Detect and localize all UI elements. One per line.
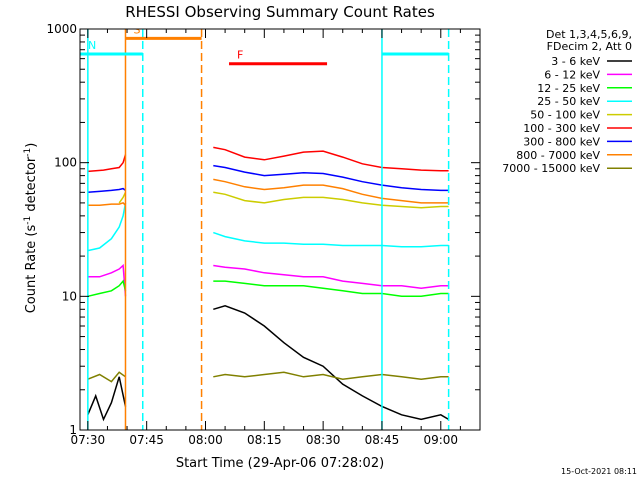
y-tick-label: 10 <box>62 289 77 303</box>
plot-area: S N F <box>80 23 450 430</box>
marker-bar-label-1: N <box>88 39 96 52</box>
series-line-7-1 <box>213 178 449 204</box>
x-tick-label: 09:00 <box>423 433 458 447</box>
ylabel-sup1: -1 <box>23 216 33 225</box>
x-tick-label: 07:45 <box>129 433 164 447</box>
series-line-1-0 <box>87 263 127 297</box>
ylabel-sup2: -1 <box>23 148 33 157</box>
y-tick-label: 1000 <box>46 22 77 36</box>
series-line-5-0 <box>87 154 127 173</box>
series-line-5-1 <box>213 146 449 172</box>
legend-label-4: 50 - 100 keV <box>530 109 600 122</box>
x-tick-label: 07:30 <box>71 433 106 447</box>
ylabel-main: Count Rate (s <box>24 225 39 314</box>
series-line-6-0 <box>87 187 126 194</box>
legend-label-8: 7000 - 15000 keV <box>502 162 600 175</box>
marker-bar-label-2: F <box>237 49 243 62</box>
x-tick-label: 08:15 <box>247 433 282 447</box>
axes: 1 10 100 1000 07:30 07:45 08:00 08:15 08:30 08:45… <box>46 22 481 447</box>
chart-title: RHESSI Observing Summary Count Rates <box>125 3 435 21</box>
series-line-2-0 <box>87 279 127 298</box>
series-line-2-1 <box>213 280 449 298</box>
series-line-8-0 <box>87 371 126 383</box>
series-line-4-1 <box>213 191 449 209</box>
svg-text:Count Rate (s-1 detector-1): Count Rate (s-1 detector-1) <box>23 143 39 314</box>
legend-label-1: 6 - 12 keV <box>544 68 600 81</box>
legend-label-5: 100 - 300 keV <box>523 122 600 135</box>
y-tick-label: 100 <box>54 156 77 170</box>
legend-label-7: 800 - 7000 keV <box>516 149 600 162</box>
series-line-0-1 <box>213 305 449 421</box>
series-line-1-1 <box>213 264 449 289</box>
legend-label-0: 3 - 6 keV <box>551 55 600 68</box>
x-tick-label: 08:45 <box>365 433 400 447</box>
legend-header-line-1: Det 1,3,4,5,6,9, <box>546 28 632 41</box>
x-tick-label: 08:00 <box>188 433 223 447</box>
series-line-0-0 <box>87 376 127 422</box>
series-line-8-1 <box>213 371 449 380</box>
ylabel-mid: detector <box>24 156 39 216</box>
legend-header-line-2: FDecim 2, Att 0 <box>547 40 632 53</box>
series-line-7-0 <box>87 202 127 207</box>
y-tick-label: 1 <box>69 423 77 437</box>
series-line-3-0 <box>87 202 127 252</box>
x-tick-label: 08:30 <box>306 433 341 447</box>
legend-label-2: 12 - 25 keV <box>537 82 600 95</box>
footer-date: 15-Oct-2021 08:11 <box>561 467 637 476</box>
plot-frame <box>79 28 481 431</box>
marker-bar-label-0: S <box>133 23 140 36</box>
series-line-3-1 <box>213 231 449 248</box>
series-line-6-1 <box>213 164 449 192</box>
series-line-4-0 <box>118 191 127 204</box>
x-axis-label: Start Time (29-Apr-06 07:28:02) <box>176 456 384 471</box>
legend-label-6: 300 - 800 keV <box>523 135 600 148</box>
y-axis-label: Count Rate (s-1 detector-1) <box>23 143 39 314</box>
ylabel-end: ) <box>24 143 39 148</box>
legend-label-3: 25 - 50 keV <box>537 95 600 108</box>
